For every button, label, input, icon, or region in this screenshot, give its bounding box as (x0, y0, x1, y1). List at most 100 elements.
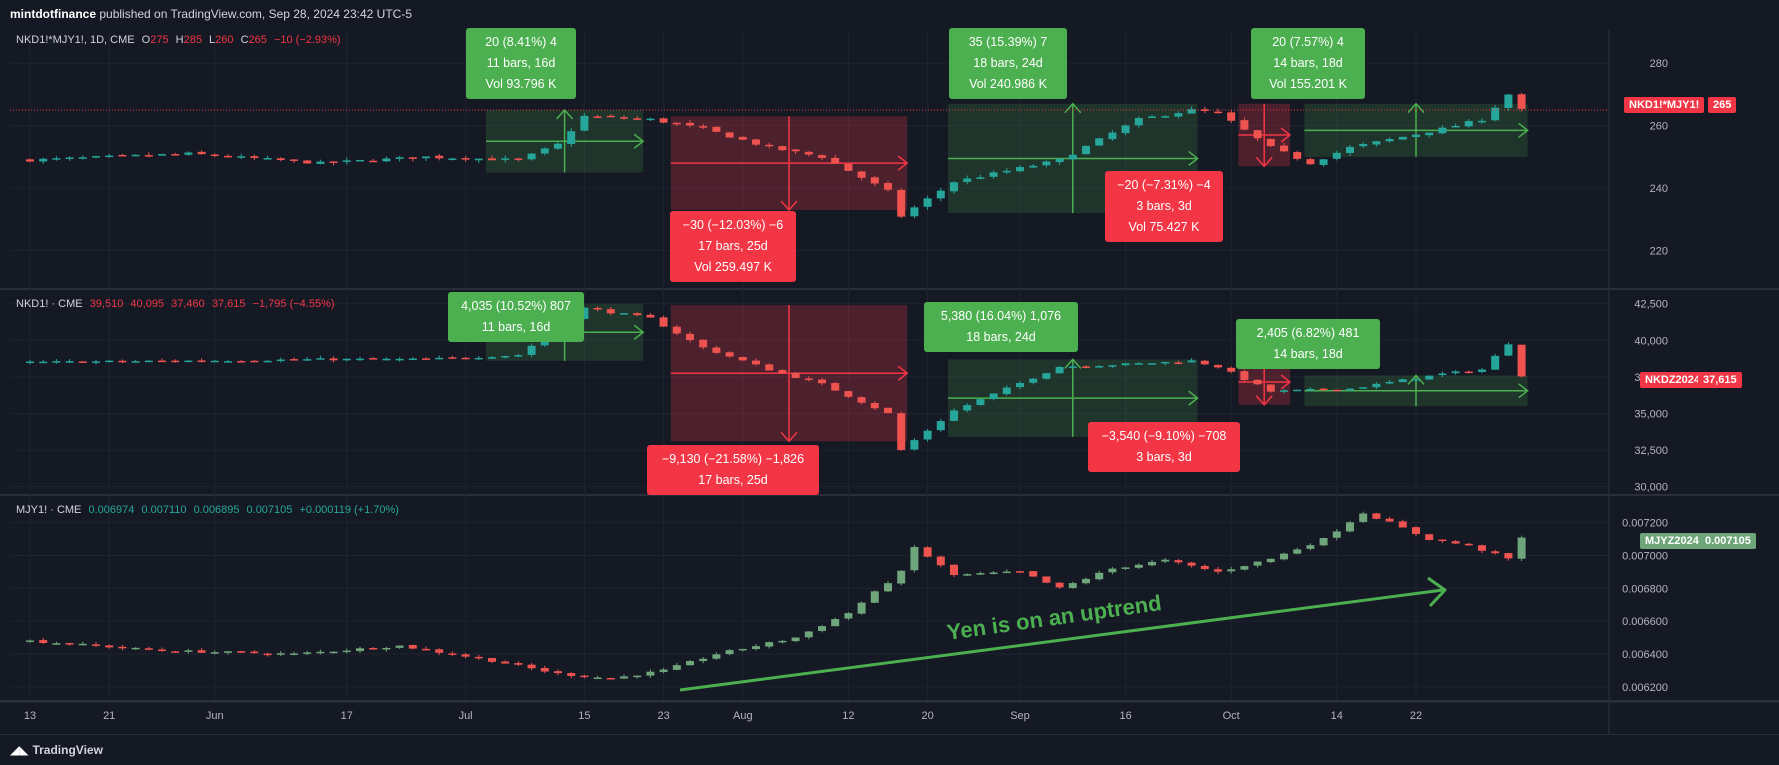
measure-callout-nikkei-4[interactable]: −3,540 (−9.10%) −708 3 bars, 3d (1088, 422, 1240, 472)
x-tick-label: 13 (24, 710, 36, 722)
x-tick-label: Oct (1223, 710, 1240, 722)
measure-v-arrowhead (780, 431, 798, 443)
measure-v-arrowhead (1255, 395, 1273, 406)
callout-line: 18 bars, 24d (973, 56, 1043, 70)
candle-body (897, 570, 906, 584)
candle-body (1425, 132, 1434, 136)
candle-body (52, 361, 61, 363)
candle-body (646, 118, 655, 121)
candle-body (857, 171, 866, 178)
candle-body (1187, 360, 1196, 363)
candle-body (1082, 145, 1090, 155)
candle-body (752, 139, 760, 145)
candle-body (1451, 125, 1460, 128)
candle-body (778, 146, 787, 151)
measure-callout-nikkei-2[interactable]: −9,130 (−21.58%) −1,826 17 bars, 25d (647, 445, 819, 495)
y-tick-label: 40,000 (1634, 335, 1668, 347)
candle-body (712, 126, 721, 132)
candle-body (1491, 355, 1500, 370)
candle-body (765, 364, 774, 371)
candle-body (554, 671, 562, 674)
x-tick-label: Jun (206, 710, 224, 722)
y-tick-label: 220 (1650, 246, 1668, 258)
candle-body (105, 155, 114, 158)
candle-body (527, 153, 536, 160)
candle-body (1253, 561, 1262, 566)
candle-body (250, 651, 259, 654)
measure-callout-ratio-3[interactable]: 35 (15.39%) 7 18 bars, 24d Vol 240.986 K (949, 28, 1067, 99)
candle-body (554, 143, 562, 149)
measure-callout-ratio-4[interactable]: −20 (−7.31%) −4 3 bars, 3d Vol 75.427 K (1105, 171, 1223, 242)
candle-body (1042, 576, 1051, 583)
candle-body (989, 172, 998, 177)
candle-body (963, 178, 972, 182)
publisher-name[interactable]: mintdotfinance (10, 7, 96, 21)
legend-yen-symbol[interactable]: MJY1! · CME (16, 504, 82, 516)
candle-body (791, 372, 800, 378)
candle-body (65, 361, 74, 363)
candle-body (224, 361, 232, 363)
measure-callout-nikkei-5[interactable]: 2,405 (6.82%) 481 14 bars, 18d (1236, 319, 1380, 369)
candle-body (250, 156, 259, 159)
candle-body (210, 360, 219, 363)
candle-body (633, 675, 642, 678)
candle-body (1359, 513, 1368, 522)
candle-body (448, 653, 457, 655)
candle-body (1108, 568, 1117, 573)
candle-body (461, 654, 470, 657)
candle-body (1491, 551, 1500, 554)
price-tag-nikkei-symbol: NKDZ2024 (1645, 374, 1701, 386)
candle-body (910, 440, 919, 450)
legend-ratio-symbol[interactable]: NKD1!*MJY1!, 1D, CME (16, 34, 135, 46)
legend-nikkei: NKD1! · CME 39,510 40,095 37,460 37,615 … (16, 298, 335, 310)
measure-h-arrowhead (1188, 390, 1199, 406)
measure-v-arrowhead (1407, 102, 1425, 114)
candle-body (184, 360, 193, 363)
candle-body (514, 663, 523, 665)
candle-body (263, 653, 272, 656)
measure-callout-ratio-2[interactable]: −30 (−12.03%) −6 17 bars, 25d Vol 259.49… (670, 211, 796, 282)
measure-callout-ratio-5[interactable]: 20 (7.57%) 4 14 bars, 18d Vol 155.201 K (1251, 28, 1365, 99)
candle-body (448, 357, 457, 359)
candle-body (1372, 513, 1381, 519)
y-tick-label: 260 (1650, 121, 1668, 133)
candle-body (923, 547, 932, 557)
measure-callout-ratio-1[interactable]: 20 (8.41%) 4 11 bars, 16d Vol 93.796 K (466, 28, 576, 99)
candle-body (699, 658, 708, 662)
candle-body (1280, 145, 1288, 152)
candle-body (1491, 107, 1500, 121)
candle-body (1398, 136, 1407, 140)
candle-body (1517, 94, 1526, 109)
candle-body (1095, 572, 1104, 580)
candle-body (1412, 527, 1420, 534)
candle-body (316, 651, 325, 654)
x-tick-label: Jul (459, 710, 473, 722)
candle-body (884, 583, 892, 592)
candle-body (210, 154, 219, 157)
candle-body (461, 357, 470, 360)
x-tick-label: 17 (341, 710, 353, 722)
published-text: published on TradingView.com, Sep 28, 20… (99, 7, 412, 21)
candle-body (1332, 531, 1341, 538)
price-tag-ratio-symbol: NKD1!*MJY1! (1629, 99, 1700, 111)
chart-canvas[interactable]: 13 21 Jun 17 Jul 15 23 Aug 12 20 Sep 16 Oct 14 22 280 26… (0, 0, 1779, 734)
candle-body (435, 357, 444, 360)
candle-body (329, 651, 338, 654)
legend-nikkei-symbol[interactable]: NKD1! · CME (16, 298, 83, 310)
candle-body (1332, 152, 1341, 159)
tradingview-brand[interactable]: ◢◣ TradingView (10, 743, 103, 757)
candle-body (804, 631, 813, 638)
callout-line: Vol 93.796 K (485, 77, 557, 91)
candle-body (1029, 571, 1038, 577)
measure-callout-nikkei-1[interactable]: 4,035 (10.52%) 807 11 bars, 16d (448, 292, 584, 342)
candle-body (606, 309, 615, 314)
candle-body (1451, 541, 1460, 544)
measure-v-arrowhead (1407, 374, 1425, 385)
measure-h-arrowhead (897, 365, 909, 381)
candle-body (303, 160, 312, 164)
measure-h-arrowhead (897, 155, 909, 171)
candle-body (1293, 549, 1302, 554)
candle-body (1398, 521, 1407, 528)
candle-body (1464, 371, 1473, 374)
measure-callout-nikkei-3[interactable]: 5,380 (16.04%) 1,076 18 bars, 24d (924, 302, 1078, 352)
